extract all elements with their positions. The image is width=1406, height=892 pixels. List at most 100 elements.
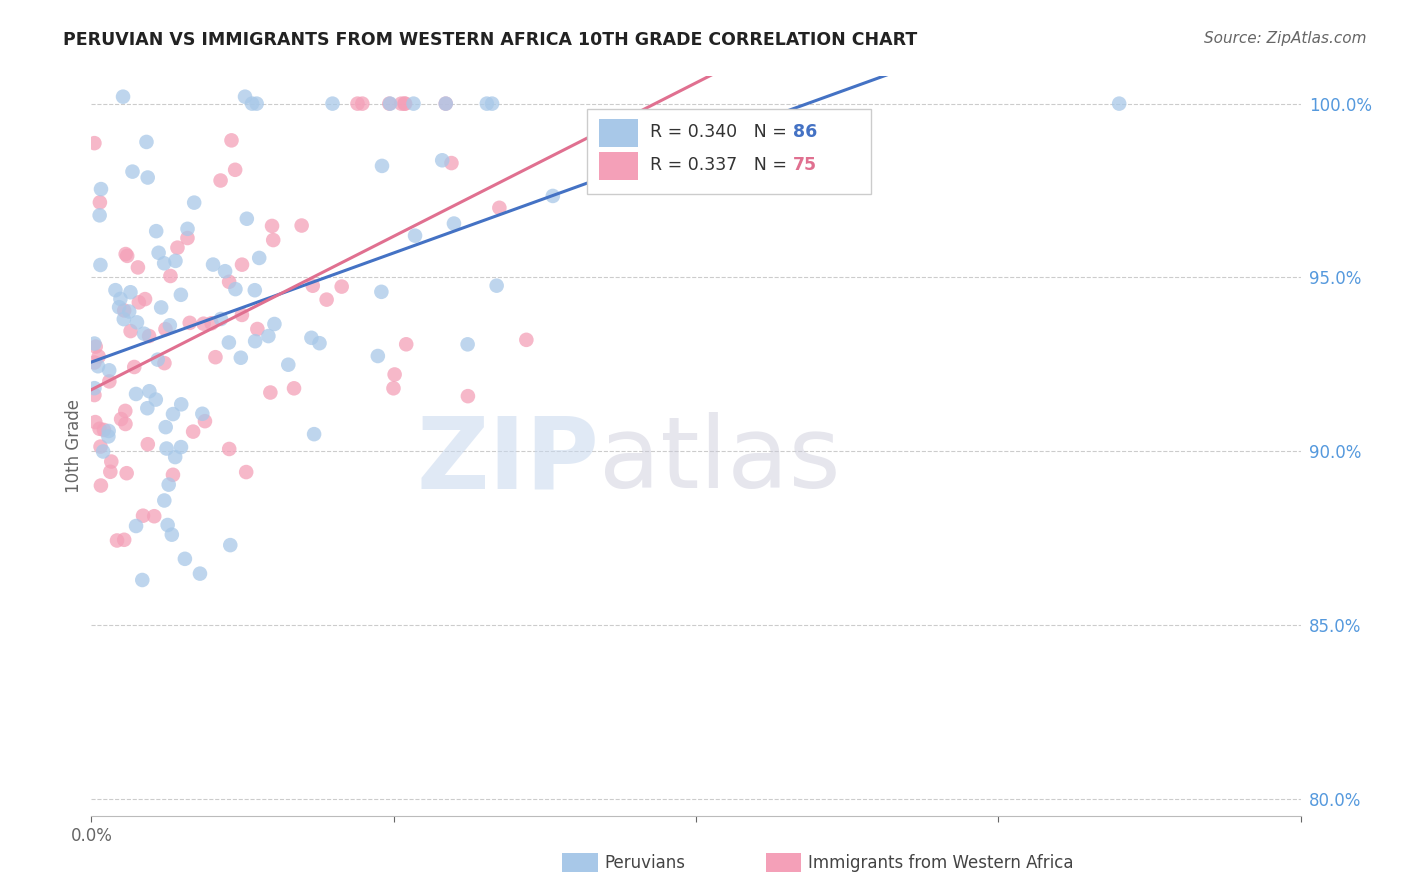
Peruvians (156, 518, 179, 533)
Immigrants from Western Africa (114, 247, 136, 261)
Peruvians (112, 89, 135, 103)
Peruvians (165, 450, 187, 464)
Immigrants from Western Africa (143, 509, 166, 524)
Text: Source: ZipAtlas.com: Source: ZipAtlas.com (1204, 31, 1367, 46)
Immigrants from Western Africa (98, 375, 121, 389)
Peruvians (98, 363, 121, 377)
Immigrants from Western Africa (283, 381, 305, 395)
Immigrants from Western Africa (90, 478, 112, 492)
Peruvians (87, 359, 110, 374)
Peruvians (110, 292, 132, 306)
Immigrants from Western Africa (259, 385, 281, 400)
Peruvians (378, 96, 401, 111)
Peruvians (321, 96, 343, 111)
Immigrants from Western Africa (115, 466, 138, 480)
Immigrants from Western Africa (89, 440, 111, 454)
Peruvians (125, 519, 148, 533)
Immigrants from Western Africa (291, 219, 314, 233)
Immigrants from Western Africa (260, 219, 283, 233)
Immigrants from Western Africa (89, 195, 111, 210)
Immigrants from Western Africa (93, 423, 115, 437)
Immigrants from Western Africa (155, 322, 177, 336)
Peruvians (191, 407, 214, 421)
Immigrants from Western Africa (166, 241, 188, 255)
Immigrants from Western Africa (218, 275, 240, 289)
Peruvians (89, 258, 111, 272)
Immigrants from Western Africa (105, 533, 128, 548)
Immigrants from Western Africa (83, 355, 105, 369)
Immigrants from Western Africa (100, 454, 122, 468)
Immigrants from Western Africa (515, 333, 537, 347)
Immigrants from Western Africa (394, 96, 416, 111)
Peruvians (367, 349, 389, 363)
Immigrants from Western Africa (176, 231, 198, 245)
Peruvians (457, 337, 479, 351)
Peruvians (432, 153, 454, 168)
Peruvians (247, 251, 270, 265)
Peruvians (299, 331, 322, 345)
Peruvians (135, 135, 157, 149)
Peruvians (162, 407, 184, 421)
Peruvians (243, 334, 266, 349)
Text: ZIP: ZIP (416, 412, 599, 509)
Immigrants from Western Africa (89, 422, 111, 436)
Peruvians (146, 352, 169, 367)
Immigrants from Western Africa (87, 350, 110, 364)
Peruvians (150, 301, 173, 315)
Bar (599, 152, 638, 180)
Immigrants from Western Africa (114, 404, 136, 418)
Peruvians (170, 287, 193, 301)
Peruvians (302, 427, 325, 442)
Peruvians (233, 89, 256, 103)
Immigrants from Western Africa (389, 96, 412, 111)
Peruvians (120, 285, 142, 300)
Text: Immigrants from Western Africa: Immigrants from Western Africa (808, 854, 1074, 871)
Peruvians (121, 164, 143, 178)
Immigrants from Western Africa (122, 359, 145, 374)
Immigrants from Western Africa (231, 308, 253, 322)
Immigrants from Western Africa (209, 173, 232, 187)
Immigrants from Western Africa (378, 96, 401, 111)
Peruvians (202, 258, 225, 272)
Peruvians (155, 442, 177, 456)
Peruvians (157, 477, 180, 491)
Peruvians (174, 551, 197, 566)
Peruvians (188, 566, 211, 581)
Immigrants from Western Africa (218, 442, 240, 456)
Immigrants from Western Africa (159, 268, 181, 283)
Text: PERUVIAN VS IMMIGRANTS FROM WESTERN AFRICA 10TH GRADE CORRELATION CHART: PERUVIAN VS IMMIGRANTS FROM WESTERN AFRI… (63, 31, 918, 49)
Peruvians (240, 96, 263, 111)
Immigrants from Western Africa (395, 337, 418, 351)
Immigrants from Western Africa (114, 417, 136, 431)
Peruvians (97, 424, 120, 438)
Peruvians (434, 96, 457, 111)
Immigrants from Western Africa (352, 96, 374, 111)
Immigrants from Western Africa (434, 96, 457, 111)
Peruvians (97, 429, 120, 443)
Peruvians (219, 538, 242, 552)
Peruvians (404, 228, 426, 243)
Immigrants from Western Africa (394, 96, 416, 111)
Immigrants from Western Africa (200, 316, 222, 330)
Immigrants from Western Africa (181, 425, 204, 439)
Peruvians (370, 285, 392, 299)
Peruvians (257, 329, 280, 343)
Peruvians (145, 224, 167, 238)
Peruvians (1108, 96, 1130, 111)
Peruvians (89, 208, 111, 222)
Immigrants from Western Africa (162, 467, 184, 482)
Peruvians (104, 283, 127, 297)
Peruvians (91, 444, 114, 458)
Peruvians (138, 384, 160, 399)
Peruvians (246, 96, 269, 111)
Peruvians (159, 318, 181, 333)
Peruvians (481, 96, 503, 111)
Immigrants from Western Africa (315, 293, 337, 307)
Peruvians (90, 182, 112, 196)
Text: 75: 75 (793, 156, 817, 175)
Peruvians (209, 312, 232, 326)
Peruvians (148, 245, 170, 260)
Text: R = 0.337   N =: R = 0.337 N = (650, 156, 793, 175)
Peruvians (243, 283, 266, 297)
Immigrants from Western Africa (179, 316, 201, 330)
